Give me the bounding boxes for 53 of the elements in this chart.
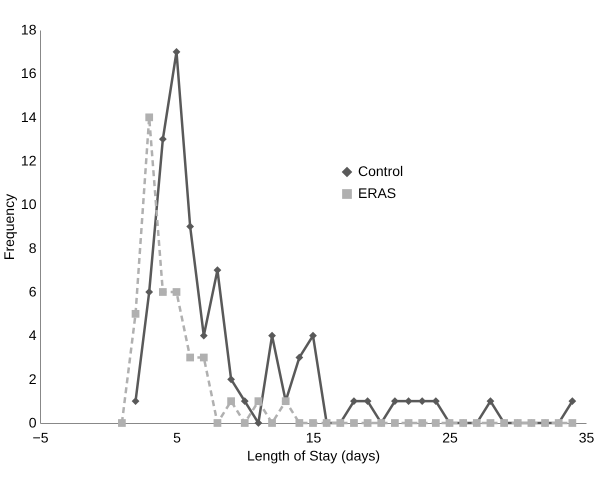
point [172, 288, 180, 296]
point [158, 288, 167, 296]
y-axis-title: Frequency [0, 194, 17, 260]
point [145, 113, 154, 122]
point [240, 397, 249, 406]
y-tick-label: 14 [20, 108, 37, 125]
point [118, 419, 126, 427]
legend-label: ERAS [358, 185, 396, 201]
x-tick-label: 25 [442, 430, 458, 446]
y-tick-label: 2 [28, 370, 37, 387]
point [295, 419, 304, 427]
point [158, 135, 167, 144]
point [145, 288, 154, 296]
point [404, 397, 412, 406]
x-tick-label: −5 [32, 430, 49, 446]
x-tick-label: 5 [173, 430, 182, 446]
point [350, 419, 358, 427]
legend-label: Control [358, 163, 404, 179]
y-tick-label: 8 [28, 240, 37, 256]
point [295, 354, 304, 362]
x-axis-title: Length of Stay (days) [246, 448, 380, 464]
point [391, 397, 399, 406]
point [418, 419, 426, 427]
point [568, 397, 576, 406]
point [268, 419, 276, 427]
point [309, 419, 317, 427]
point [391, 419, 399, 427]
point [240, 419, 249, 427]
y-tick-label: 0 [28, 414, 37, 430]
point [404, 419, 412, 427]
point [214, 419, 222, 427]
point [200, 354, 208, 362]
y-tick-label: 12 [20, 152, 37, 168]
point [186, 222, 194, 230]
point [432, 419, 440, 427]
y-tick-label: 18 [20, 22, 37, 38]
point [227, 397, 235, 406]
y-tick-label: 10 [20, 196, 37, 212]
y-tick-label: 4 [28, 327, 37, 344]
point [486, 419, 494, 427]
point [364, 419, 372, 427]
point [254, 397, 262, 406]
point [486, 397, 494, 406]
point [350, 397, 358, 406]
x-tick-label: 35 [578, 430, 594, 446]
point [186, 354, 194, 362]
point [568, 419, 576, 427]
y-tick-label: 16 [20, 65, 37, 82]
x-tick-label: 15 [306, 430, 322, 446]
point [132, 310, 140, 318]
point [364, 397, 372, 406]
y-tick-label: 6 [28, 284, 37, 300]
point [132, 397, 140, 406]
